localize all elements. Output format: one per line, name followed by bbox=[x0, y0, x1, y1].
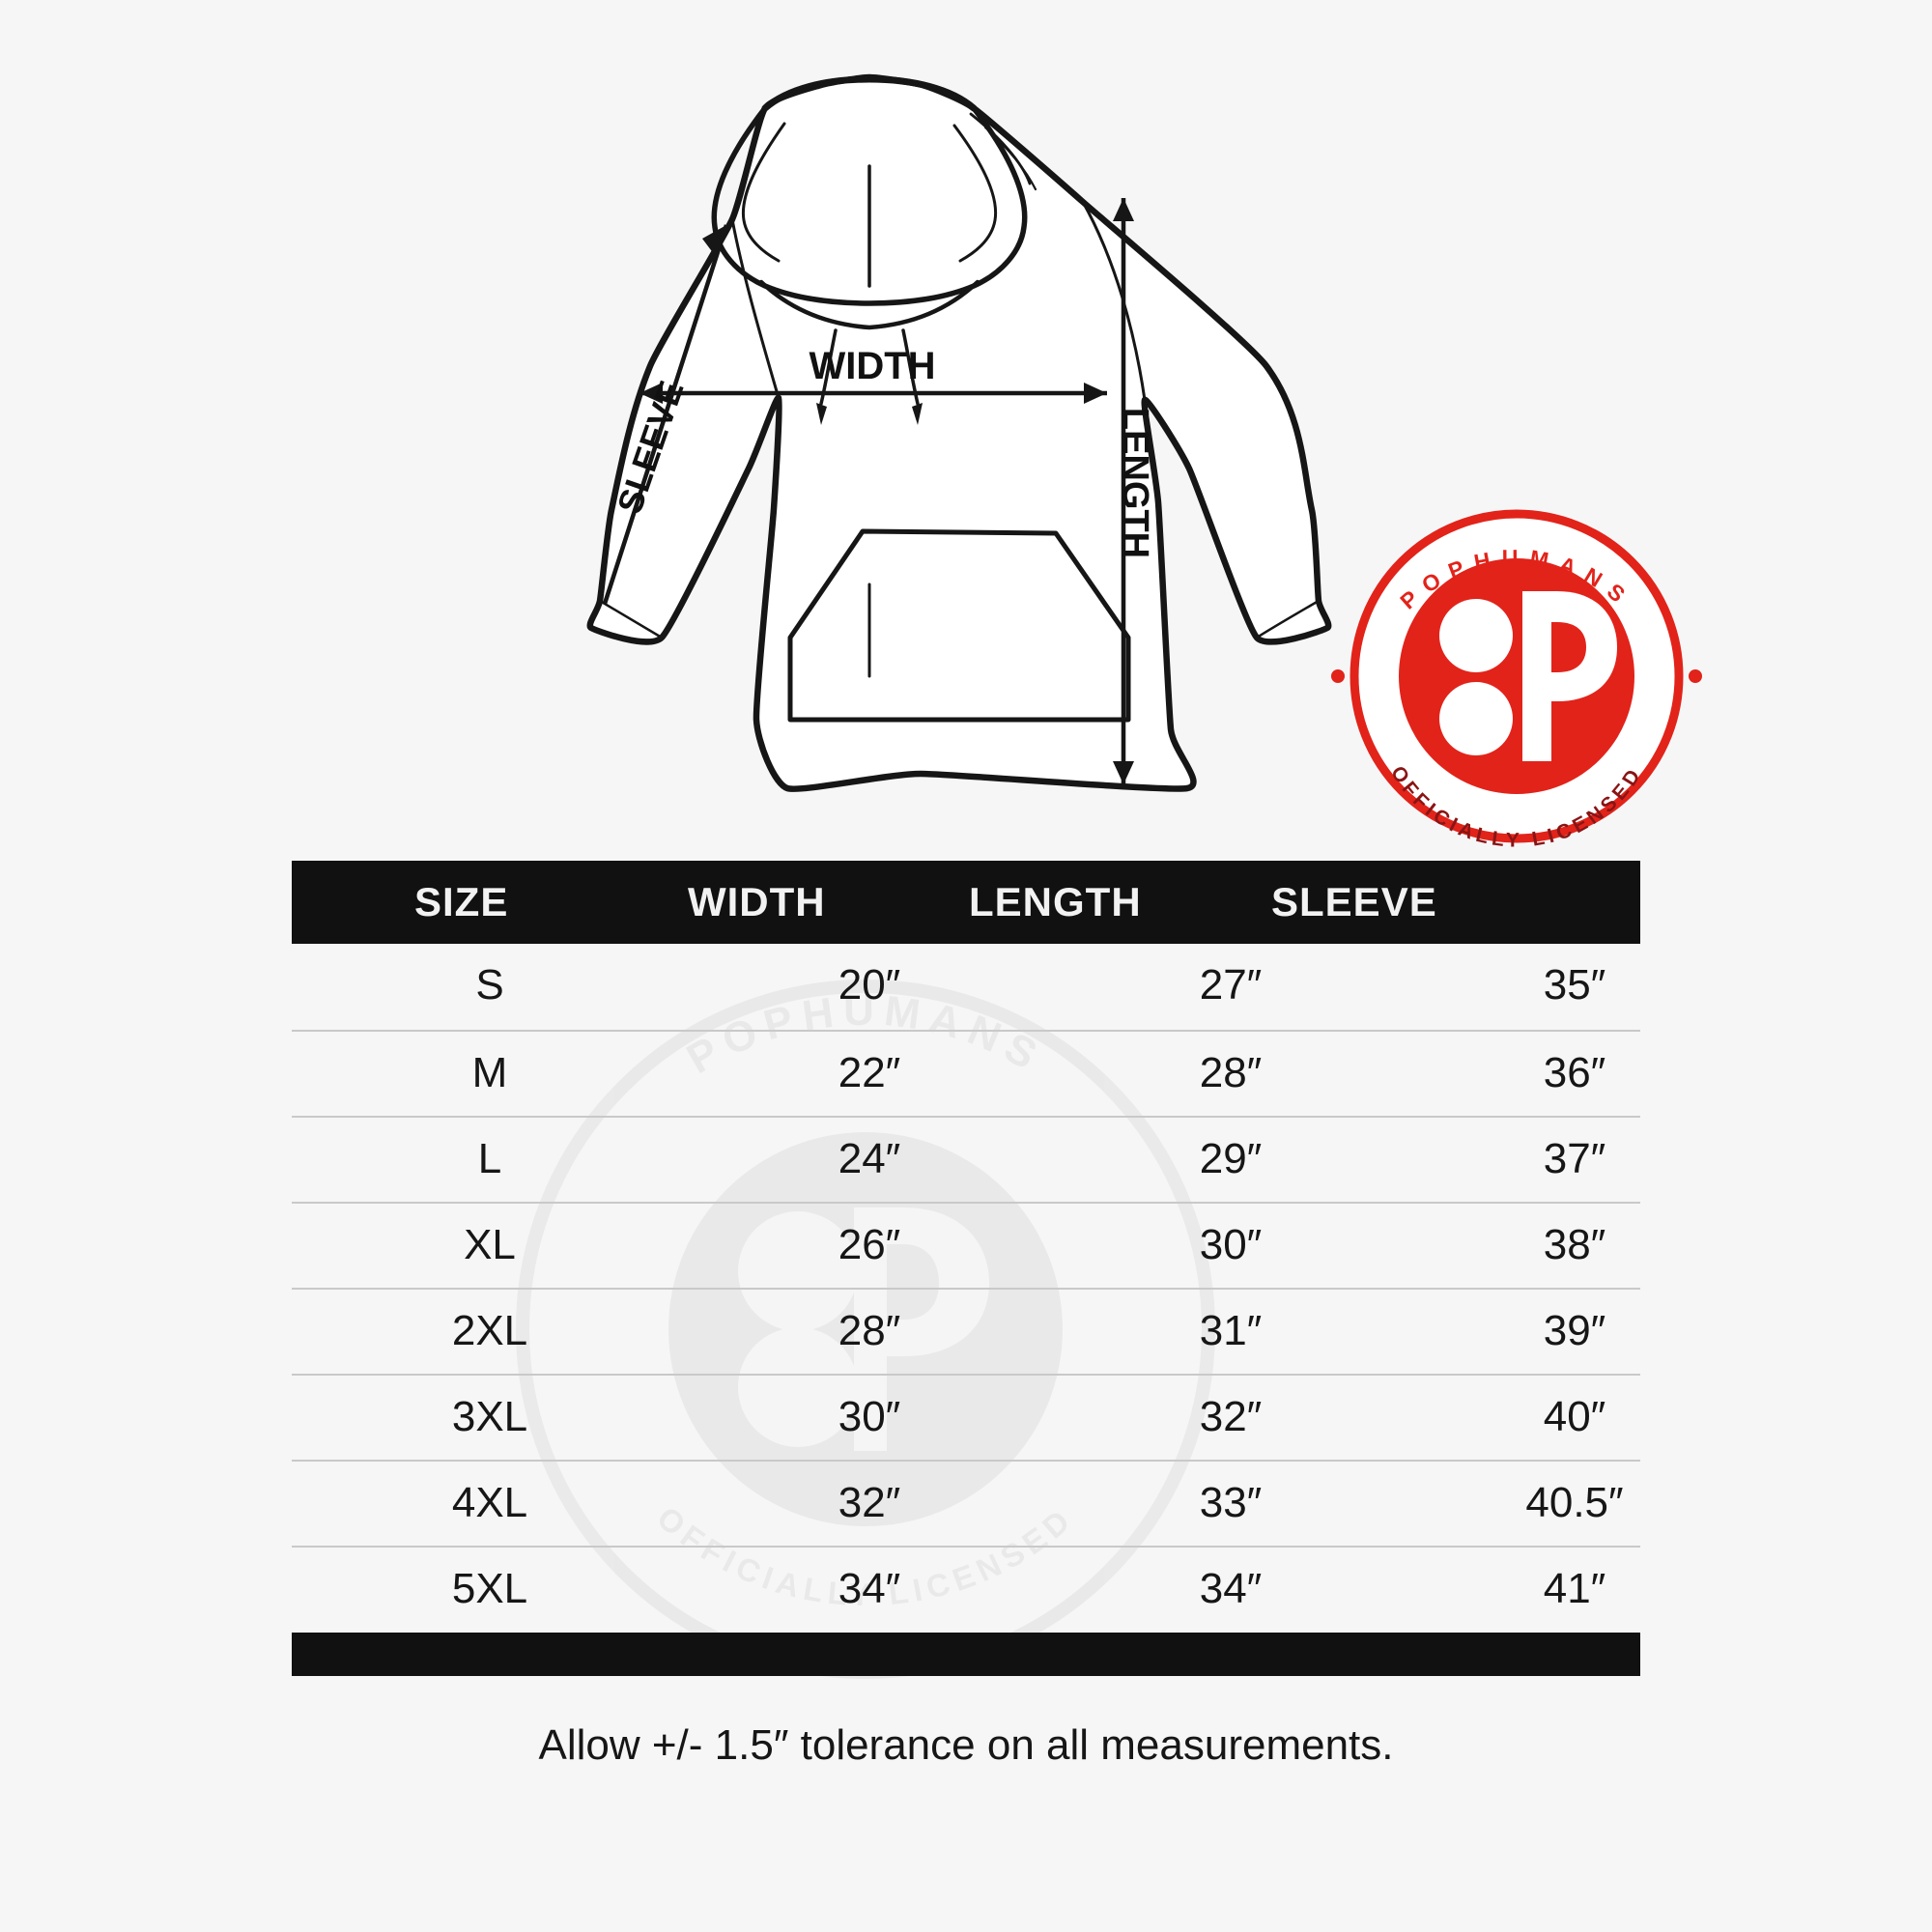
svg-text:LENGTH: LENGTH bbox=[1115, 408, 1155, 558]
svg-text:WIDTH: WIDTH bbox=[809, 345, 935, 387]
